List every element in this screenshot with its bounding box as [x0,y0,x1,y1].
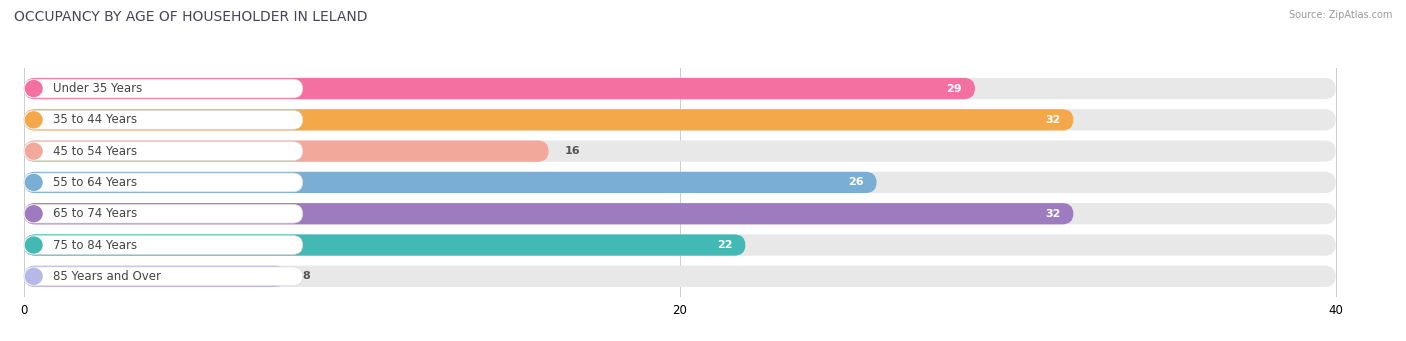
FancyBboxPatch shape [24,173,302,192]
Circle shape [25,237,42,253]
FancyBboxPatch shape [24,140,1336,162]
FancyBboxPatch shape [24,203,1336,224]
Text: 22: 22 [717,240,733,250]
Circle shape [25,80,42,97]
Text: 85 Years and Over: 85 Years and Over [53,270,162,283]
FancyBboxPatch shape [24,267,302,286]
FancyBboxPatch shape [24,234,745,256]
Text: 65 to 74 Years: 65 to 74 Years [53,207,138,220]
Circle shape [25,268,42,284]
Text: 29: 29 [946,84,962,93]
FancyBboxPatch shape [24,266,287,287]
FancyBboxPatch shape [24,172,876,193]
FancyBboxPatch shape [24,78,974,99]
FancyBboxPatch shape [24,109,1336,131]
Circle shape [25,175,42,190]
FancyBboxPatch shape [24,234,1336,256]
Circle shape [25,206,42,222]
Text: 16: 16 [565,146,581,156]
Text: 26: 26 [848,177,863,188]
FancyBboxPatch shape [24,79,302,98]
Text: Under 35 Years: Under 35 Years [53,82,142,95]
FancyBboxPatch shape [24,203,1073,224]
FancyBboxPatch shape [24,78,1336,99]
Circle shape [25,112,42,128]
Text: 32: 32 [1045,115,1060,125]
FancyBboxPatch shape [24,142,302,161]
FancyBboxPatch shape [24,109,1073,131]
Circle shape [25,143,42,159]
Text: 75 to 84 Years: 75 to 84 Years [53,239,138,252]
Text: 55 to 64 Years: 55 to 64 Years [53,176,138,189]
FancyBboxPatch shape [24,140,548,162]
Text: Source: ZipAtlas.com: Source: ZipAtlas.com [1288,10,1392,20]
FancyBboxPatch shape [24,172,1336,193]
FancyBboxPatch shape [24,110,302,129]
FancyBboxPatch shape [24,204,302,223]
FancyBboxPatch shape [24,266,1336,287]
Text: 45 to 54 Years: 45 to 54 Years [53,145,138,158]
Text: 35 to 44 Years: 35 to 44 Years [53,113,138,126]
Text: OCCUPANCY BY AGE OF HOUSEHOLDER IN LELAND: OCCUPANCY BY AGE OF HOUSEHOLDER IN LELAN… [14,10,367,24]
Text: 32: 32 [1045,209,1060,219]
Text: 8: 8 [302,271,311,281]
FancyBboxPatch shape [24,236,302,254]
